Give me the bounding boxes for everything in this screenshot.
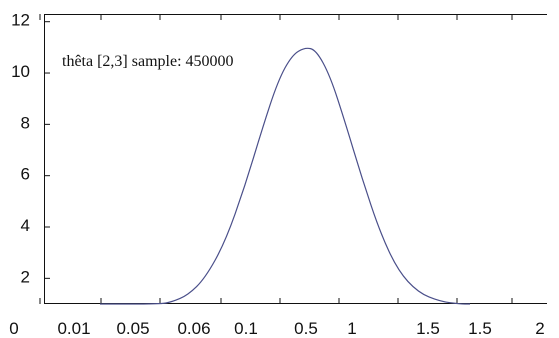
y-tick-label: 8 xyxy=(21,113,30,132)
x-tick-label: 2 xyxy=(535,319,544,338)
y-tick-label: 12 xyxy=(11,11,30,30)
y-tick-label: 6 xyxy=(21,165,30,184)
x-tick-label: 0 xyxy=(9,319,18,338)
chart-annotation: thêta [2,3] sample: 450000 xyxy=(62,53,234,70)
x-axis: 0 0.01 0.05 0.06 0.1 0.5 1 1.5 1.5 2 xyxy=(9,14,545,338)
y-tick-label: 10 xyxy=(11,62,30,81)
x-tick-label: 0.1 xyxy=(234,319,258,338)
x-tick-label: 1.5 xyxy=(416,319,440,338)
x-tick-label: 1.5 xyxy=(468,319,492,338)
x-tick-label: 0.06 xyxy=(177,319,210,338)
y-tick-label: 4 xyxy=(21,216,30,235)
series-layer xyxy=(99,47,470,305)
x-tick-label: 1 xyxy=(347,319,356,338)
x-tick-label: 0.01 xyxy=(57,319,90,338)
series-line xyxy=(99,47,470,305)
y-tick-label: 2 xyxy=(21,267,30,286)
x-tick-label: 0.5 xyxy=(294,319,318,338)
x-tick-label: 0.05 xyxy=(116,319,149,338)
y-axis: 2 4 6 8 10 12 xyxy=(11,11,50,286)
